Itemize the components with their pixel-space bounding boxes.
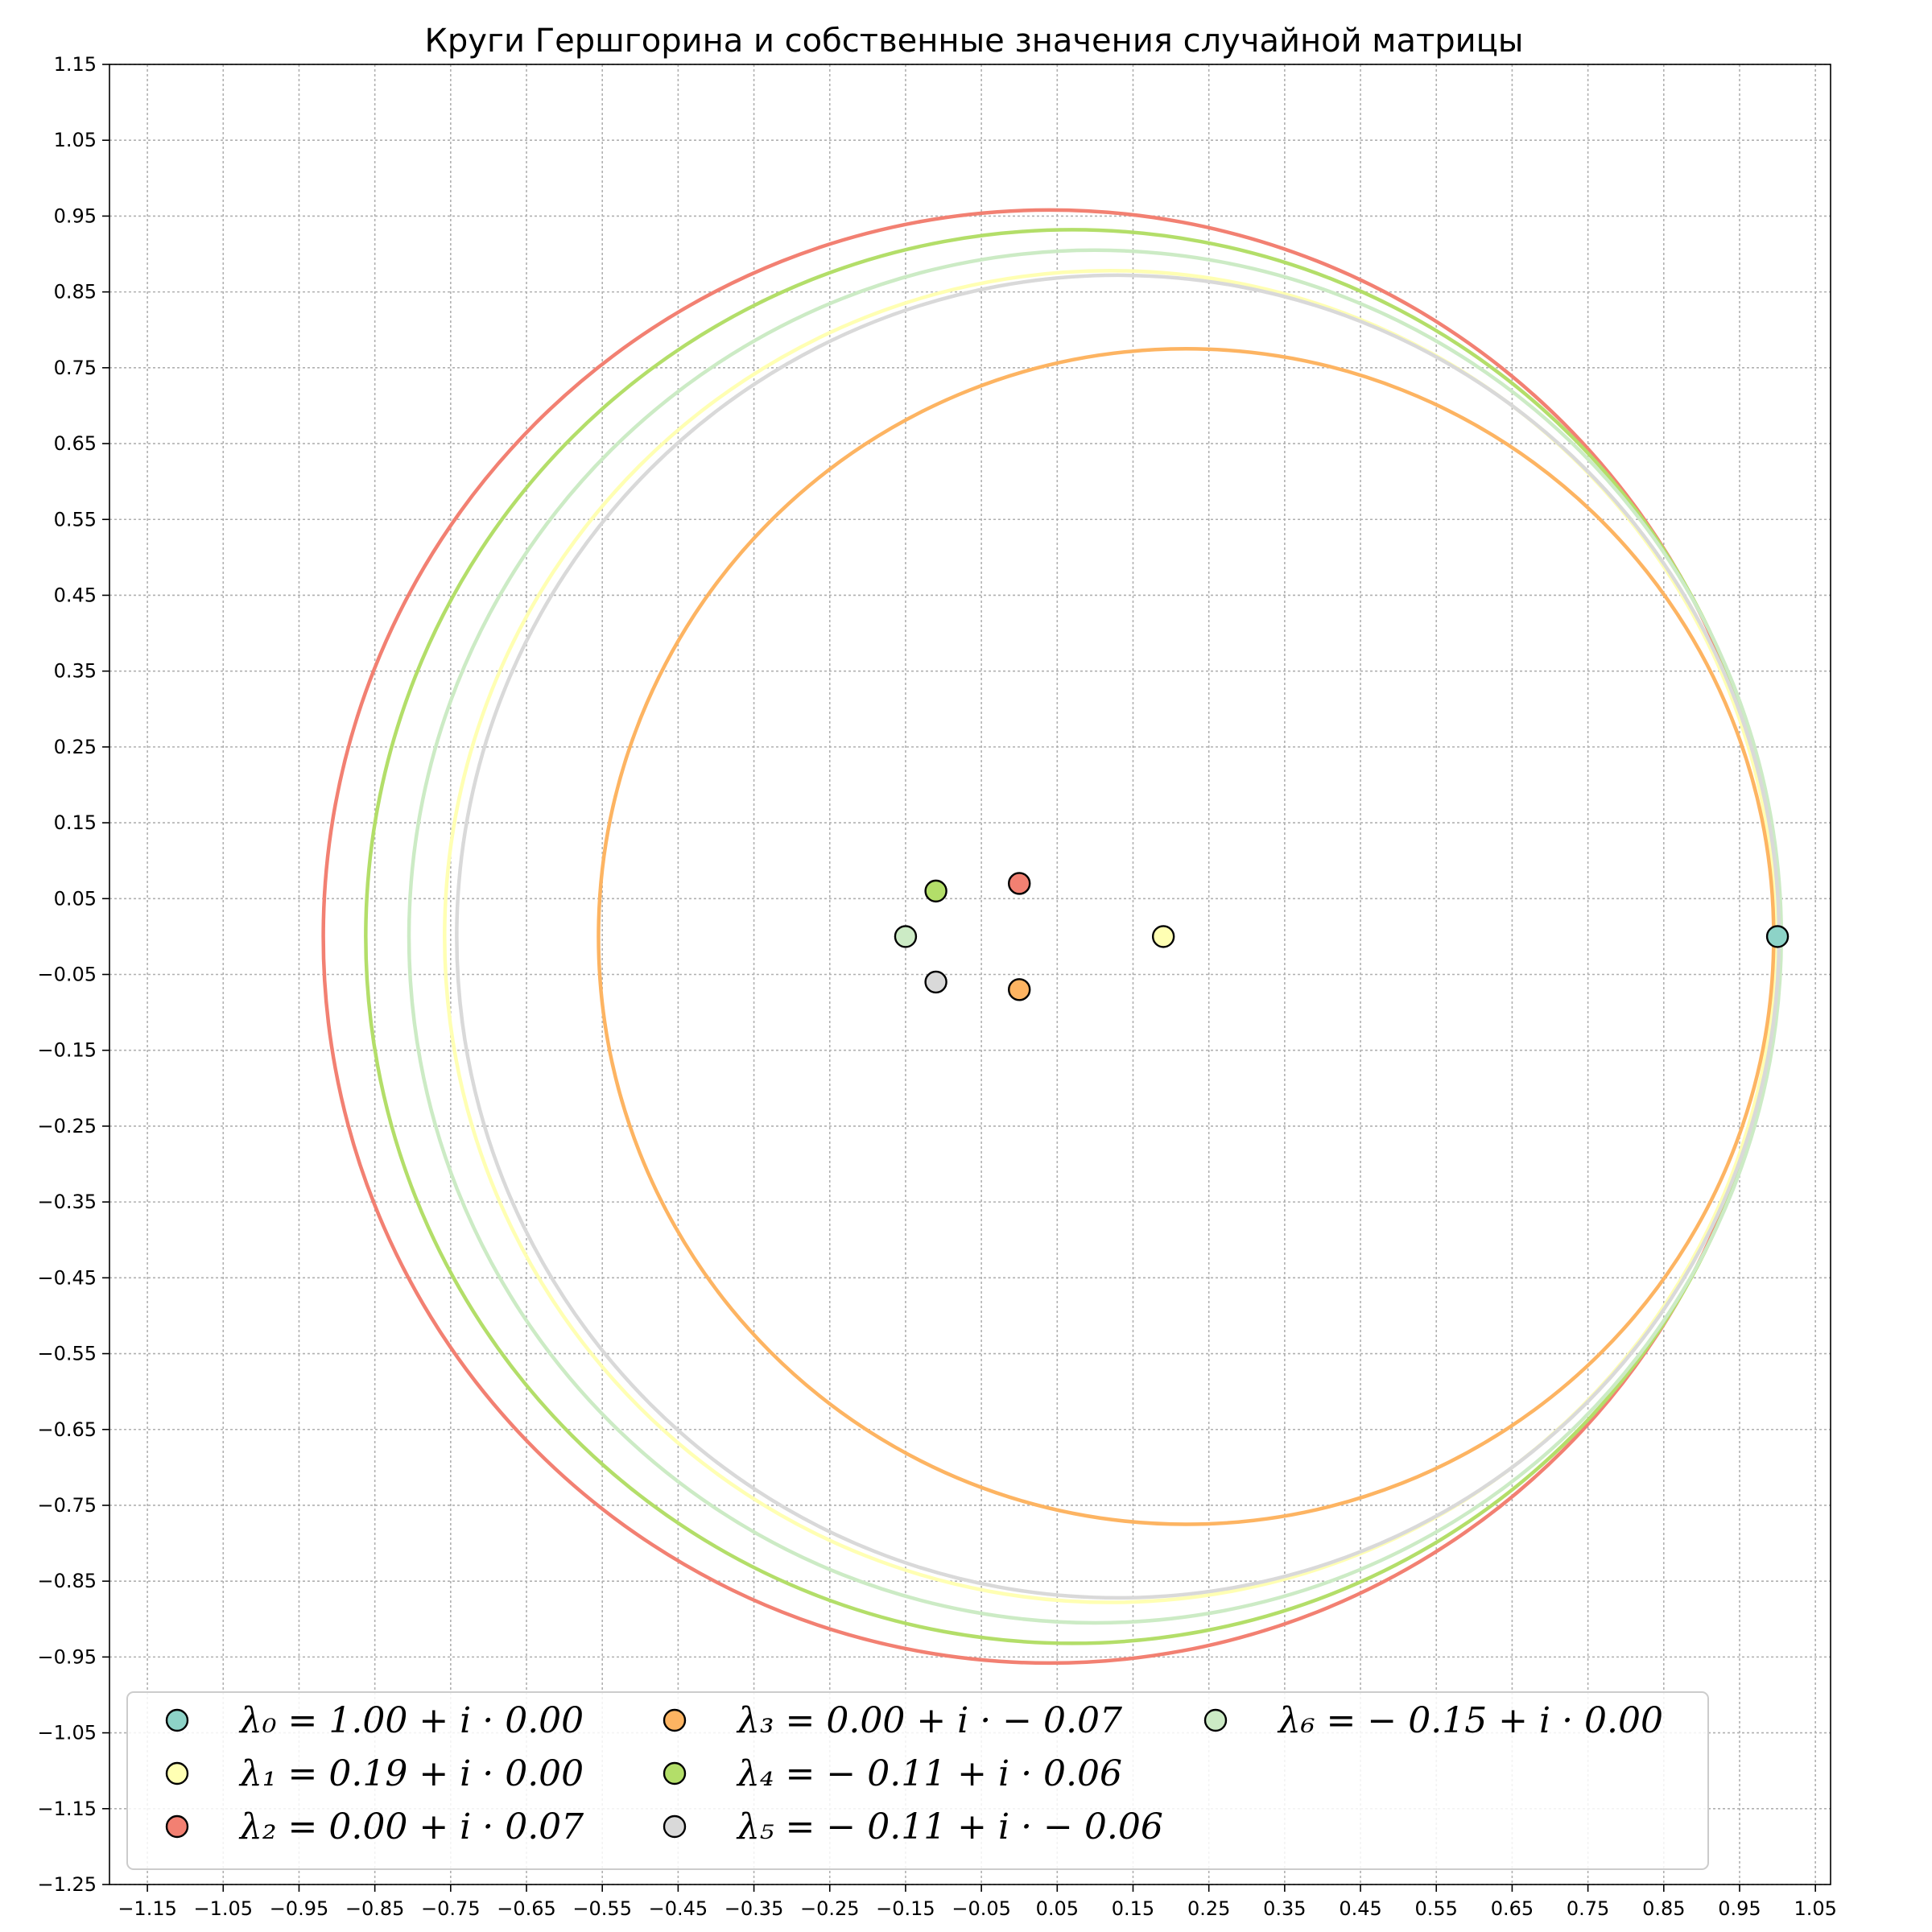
x-tick-label: 0.55 bbox=[1415, 1897, 1458, 1920]
legend-entry: λ₂ = 0.00 + i · 0.07 bbox=[238, 1806, 584, 1847]
y-tick-label: −1.05 bbox=[37, 1722, 97, 1744]
legend-marker bbox=[663, 1708, 687, 1732]
x-tick-label: −1.05 bbox=[194, 1897, 254, 1920]
legend-entry: λ₄ = − 0.11 + i · 0.06 bbox=[736, 1753, 1122, 1794]
legend-marker bbox=[165, 1761, 189, 1785]
y-tick-label: −0.55 bbox=[37, 1343, 97, 1365]
y-tick-label: 0.15 bbox=[54, 811, 97, 834]
y-tick-label: 0.35 bbox=[54, 660, 97, 683]
legend-entry: λ₃ = 0.00 + i · − 0.07 bbox=[736, 1700, 1122, 1741]
legend-marker bbox=[165, 1814, 189, 1839]
y-tick-label: 0.65 bbox=[54, 432, 97, 455]
y-tick-label: −0.15 bbox=[37, 1039, 97, 1062]
x-tick-label: −0.45 bbox=[649, 1897, 708, 1920]
y-tick-label: −0.85 bbox=[37, 1570, 97, 1592]
x-tick-label: 0.15 bbox=[1112, 1897, 1154, 1920]
y-tick-label: −0.95 bbox=[37, 1645, 97, 1668]
x-tick-label: 0.75 bbox=[1567, 1897, 1609, 1920]
legend-entry: λ₆ = − 0.15 + i · 0.00 bbox=[1277, 1700, 1663, 1741]
y-tick-label: 0.45 bbox=[54, 584, 97, 606]
y-tick-label: 1.05 bbox=[54, 129, 97, 151]
legend-entry: λ₁ = 0.19 + i · 0.00 bbox=[238, 1753, 584, 1794]
gershgorin-circle bbox=[597, 347, 1776, 1526]
y-tick-label: −0.65 bbox=[37, 1418, 97, 1441]
legend-marker bbox=[663, 1761, 687, 1785]
eigenvalue-point bbox=[1151, 925, 1175, 948]
legend-marker bbox=[165, 1708, 189, 1732]
y-tick-label: 0.55 bbox=[54, 508, 97, 530]
chart-title: Круги Гершгорина и собственные значения … bbox=[425, 23, 1524, 60]
y-tick-label: −1.25 bbox=[37, 1873, 97, 1896]
eigenvalue-point bbox=[1765, 925, 1790, 948]
x-tick-label: −0.85 bbox=[345, 1897, 405, 1920]
gershgorin-circles bbox=[321, 208, 1784, 1666]
eigenvalue-points bbox=[894, 872, 1790, 1001]
legend-entry: λ₅ = − 0.11 + i · − 0.06 bbox=[736, 1806, 1163, 1847]
legend-marker bbox=[1203, 1708, 1228, 1732]
x-tick-label: −1.15 bbox=[118, 1897, 177, 1920]
y-tick-label: −0.35 bbox=[37, 1191, 97, 1213]
gershgorin-circle bbox=[364, 228, 1781, 1645]
y-tick-label: 0.95 bbox=[54, 204, 97, 227]
y-tick-label: −0.25 bbox=[37, 1115, 97, 1137]
y-tick-label: −0.45 bbox=[37, 1266, 97, 1289]
x-tick-label: −0.75 bbox=[421, 1897, 481, 1920]
y-tick-label: −1.15 bbox=[37, 1798, 97, 1820]
y-tick-label: 0.85 bbox=[54, 281, 97, 303]
legend-box bbox=[126, 1691, 1709, 1870]
x-tick-label: −0.35 bbox=[724, 1897, 784, 1920]
y-tick-label: 0.25 bbox=[54, 736, 97, 758]
y-tick-label: −0.05 bbox=[37, 964, 97, 986]
eigenvalue-point bbox=[1008, 872, 1031, 895]
x-tick-label: 0.45 bbox=[1339, 1897, 1381, 1920]
x-tick-label: −0.25 bbox=[800, 1897, 860, 1920]
y-tick-label: 1.15 bbox=[54, 53, 97, 76]
y-tick-label: 0.75 bbox=[54, 357, 97, 379]
x-axis-ticks: −1.15 −1.05 −0.95 −0.85 −0.75 −0.65 −0.55 −0.45… bbox=[118, 1885, 1837, 1920]
x-tick-label: 0.95 bbox=[1718, 1897, 1761, 1920]
y-tick-label: 0.05 bbox=[54, 887, 97, 910]
x-tick-label: 0.05 bbox=[1036, 1897, 1079, 1920]
x-tick-label: −0.55 bbox=[572, 1897, 632, 1920]
y-tick-label: −0.75 bbox=[37, 1494, 97, 1517]
x-tick-label: 0.25 bbox=[1187, 1897, 1230, 1920]
eigenvalue-point bbox=[1008, 978, 1031, 1001]
eigenvalue-point bbox=[924, 879, 947, 903]
gershgorin-circle bbox=[407, 248, 1784, 1625]
x-tick-label: −0.15 bbox=[876, 1897, 935, 1920]
x-tick-label: −0.05 bbox=[952, 1897, 1011, 1920]
x-tick-label: 0.35 bbox=[1263, 1897, 1306, 1920]
legend-entry: λ₀ = 1.00 + i · 0.00 bbox=[238, 1700, 584, 1741]
x-tick-label: 1.05 bbox=[1794, 1897, 1836, 1920]
y-axis-ticks: 1.15 1.05 0.95 0.85 0.75 0.65 0.55 0.45 0.35 0.25… bbox=[37, 53, 109, 1896]
x-tick-label: −0.65 bbox=[497, 1897, 556, 1920]
x-tick-label: 0.65 bbox=[1491, 1897, 1534, 1920]
gershgorin-circle bbox=[443, 268, 1778, 1604]
legend: λ₀ = 1.00 + i · 0.00 λ₁ = 0.19 + i · 0.00… bbox=[126, 1691, 1709, 1870]
legend-marker bbox=[663, 1814, 687, 1839]
x-tick-label: −0.95 bbox=[270, 1897, 329, 1920]
eigenvalue-point bbox=[894, 925, 918, 948]
x-tick-label: 0.85 bbox=[1642, 1897, 1685, 1920]
gershgorin-circle bbox=[455, 273, 1781, 1600]
eigenvalue-point bbox=[924, 970, 947, 994]
